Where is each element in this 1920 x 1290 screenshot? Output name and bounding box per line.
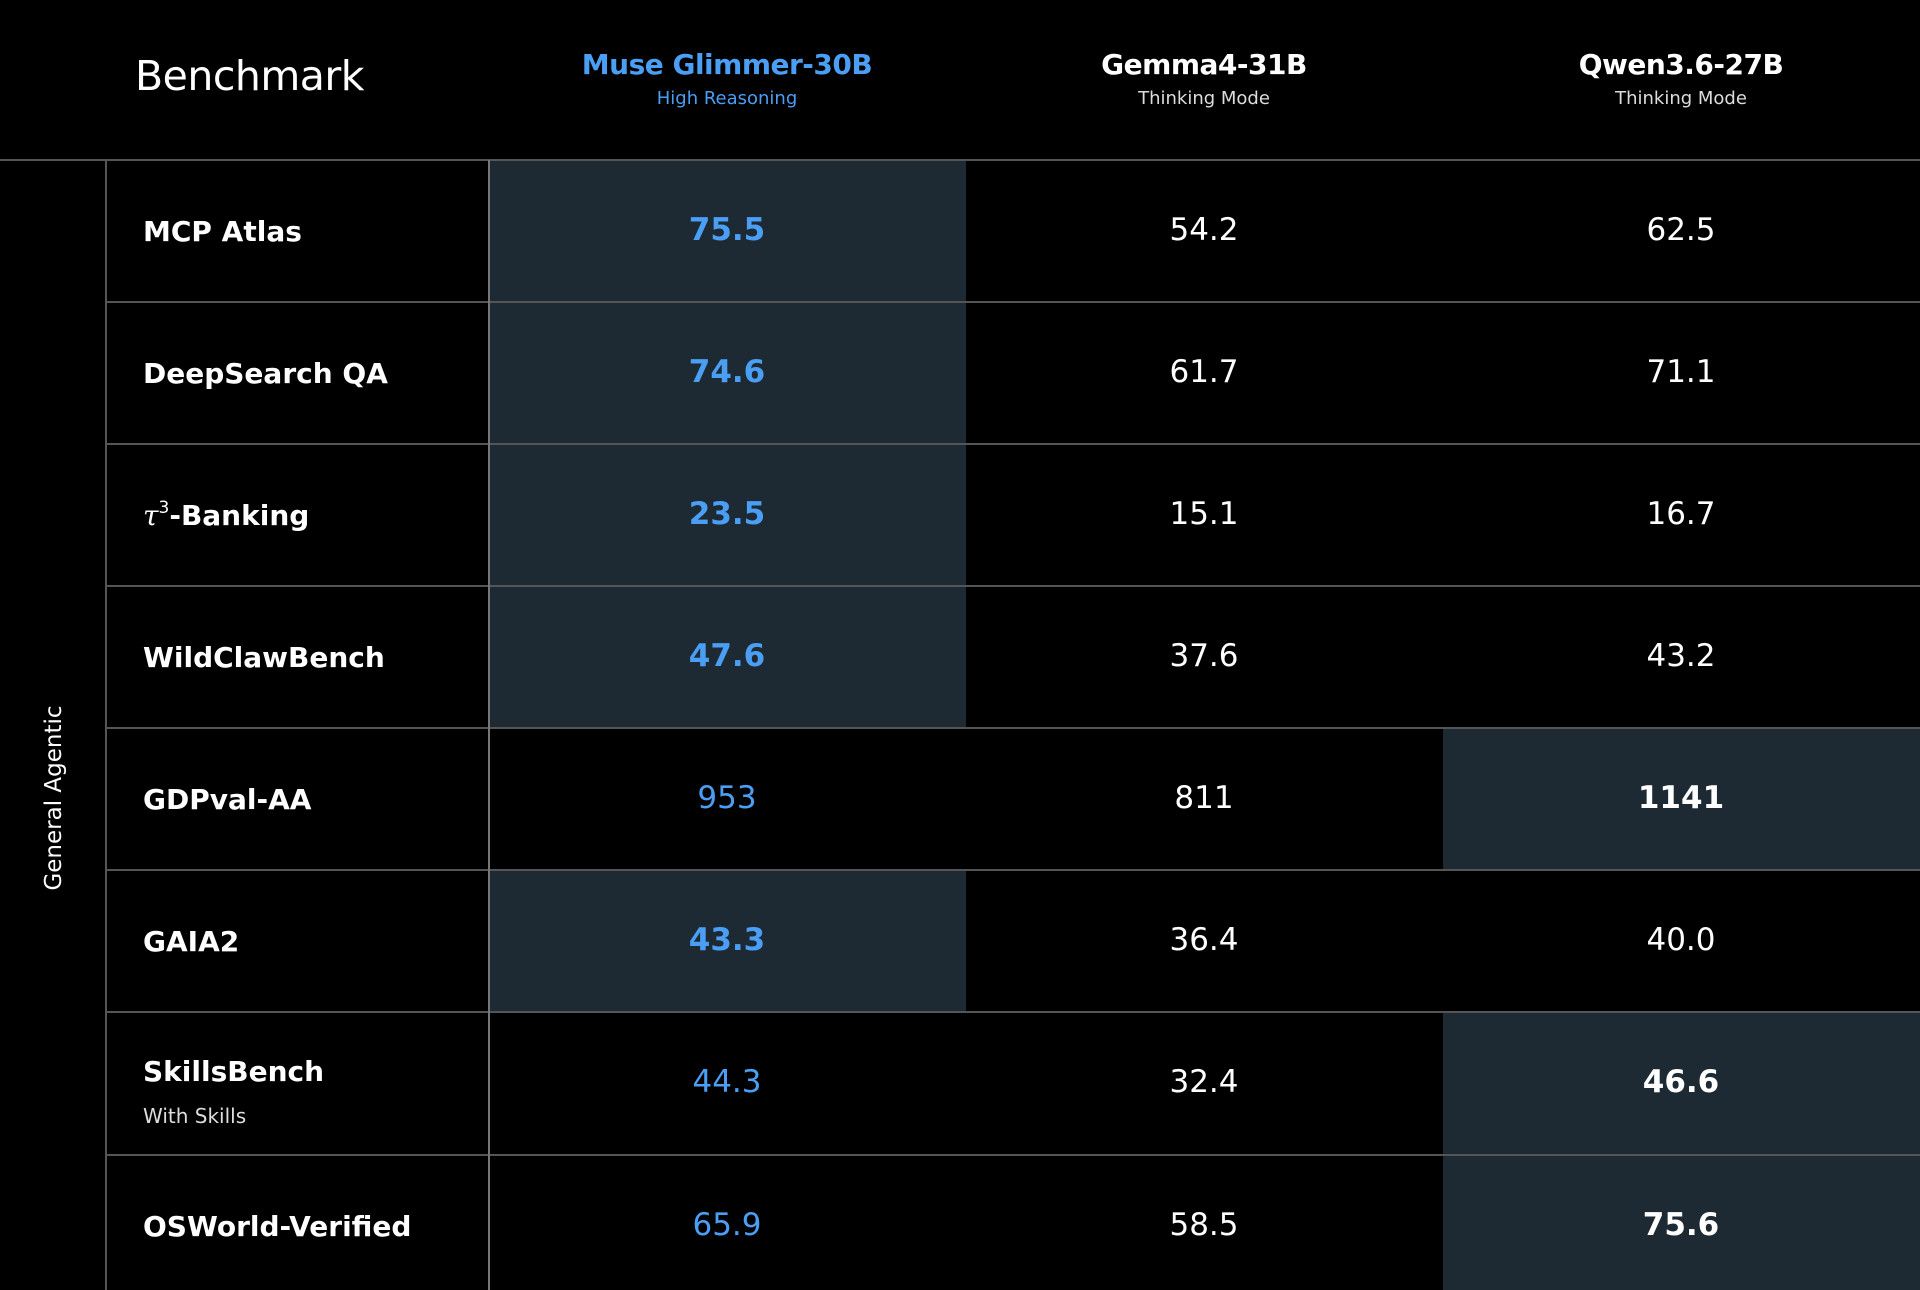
row-divider xyxy=(107,1011,1920,1013)
benchmark-name: MCP Atlas xyxy=(143,215,302,248)
score-cell: 58.5 xyxy=(1169,1207,1239,1243)
score-cell: 44.3 xyxy=(692,1064,762,1100)
score-cell: 811 xyxy=(1174,780,1234,816)
score-cell: 36.4 xyxy=(1169,922,1239,958)
best-cell-highlight xyxy=(489,161,966,302)
header-benchmark-label: Benchmark xyxy=(135,52,365,100)
row-divider xyxy=(107,727,1920,729)
score-cell: 953 xyxy=(697,780,757,816)
benchmark-name: GDPval-AA xyxy=(143,783,312,816)
header-model-qwen: Qwen3.6-27B Thinking Mode xyxy=(1443,48,1919,109)
tau-symbol: τ xyxy=(143,499,159,532)
score-cell: 46.6 xyxy=(1642,1064,1720,1100)
score-cell: 32.4 xyxy=(1169,1064,1239,1100)
model-mode: Thinking Mode xyxy=(1615,88,1747,109)
best-cell-highlight xyxy=(489,445,966,586)
row-divider xyxy=(107,1154,1920,1156)
score-cell: 54.2 xyxy=(1169,212,1239,248)
score-cell: 62.5 xyxy=(1646,212,1716,248)
row-divider xyxy=(107,443,1920,445)
model-name: Muse Glimmer-30B xyxy=(581,48,873,81)
score-cell: 47.6 xyxy=(688,638,766,674)
benchmark-name-text: -Banking xyxy=(169,499,310,532)
best-cell-highlight xyxy=(1443,729,1920,870)
model-mode: Thinking Mode xyxy=(1138,88,1270,109)
score-cell: 16.7 xyxy=(1646,496,1716,532)
benchmark-subtitle: With Skills xyxy=(143,1104,247,1128)
best-cell-highlight xyxy=(489,587,966,728)
score-cell: 75.5 xyxy=(688,212,766,248)
superscript: 3 xyxy=(158,498,170,518)
score-cell: 74.6 xyxy=(688,354,766,390)
score-cell: 1141 xyxy=(1637,780,1725,816)
group-label: General Agentic xyxy=(41,705,67,891)
benchmark-name: GAIA2 xyxy=(143,925,240,958)
score-cell: 71.1 xyxy=(1646,354,1716,390)
benchmark-name: τ3-Banking xyxy=(143,498,310,532)
row-divider xyxy=(107,869,1920,871)
best-cell-highlight xyxy=(489,871,966,1012)
score-cell: 43.2 xyxy=(1646,638,1716,674)
benchmark-name: WildClawBench xyxy=(143,641,385,674)
header-model-muse: Muse Glimmer-30B High Reasoning xyxy=(489,48,965,109)
header-divider xyxy=(0,159,1920,161)
score-cell: 37.6 xyxy=(1169,638,1239,674)
model-name: Gemma4-31B xyxy=(1101,48,1307,81)
row-divider xyxy=(107,301,1920,303)
score-cell: 75.6 xyxy=(1642,1207,1720,1243)
benchmark-name: SkillsBench xyxy=(143,1055,325,1088)
row-divider xyxy=(107,585,1920,587)
score-cell: 61.7 xyxy=(1169,354,1239,390)
model-name: Qwen3.6-27B xyxy=(1578,48,1784,81)
benchmark-name: DeepSearch QA xyxy=(143,357,388,390)
group-divider xyxy=(105,160,107,1290)
score-cell: 23.5 xyxy=(688,496,766,532)
score-cell: 15.1 xyxy=(1169,496,1239,532)
score-cell: 43.3 xyxy=(688,922,766,958)
benchmark-name: OSWorld-Verified xyxy=(143,1210,412,1243)
benchmark-column-divider xyxy=(488,160,490,1290)
header-model-gemma: Gemma4-31B Thinking Mode xyxy=(966,48,1442,109)
best-cell-highlight xyxy=(1443,1013,1920,1155)
score-cell: 65.9 xyxy=(692,1207,762,1243)
score-cell: 40.0 xyxy=(1646,922,1716,958)
model-mode: High Reasoning xyxy=(656,88,798,109)
best-cell-highlight xyxy=(1443,1156,1920,1290)
best-cell-highlight xyxy=(489,303,966,444)
